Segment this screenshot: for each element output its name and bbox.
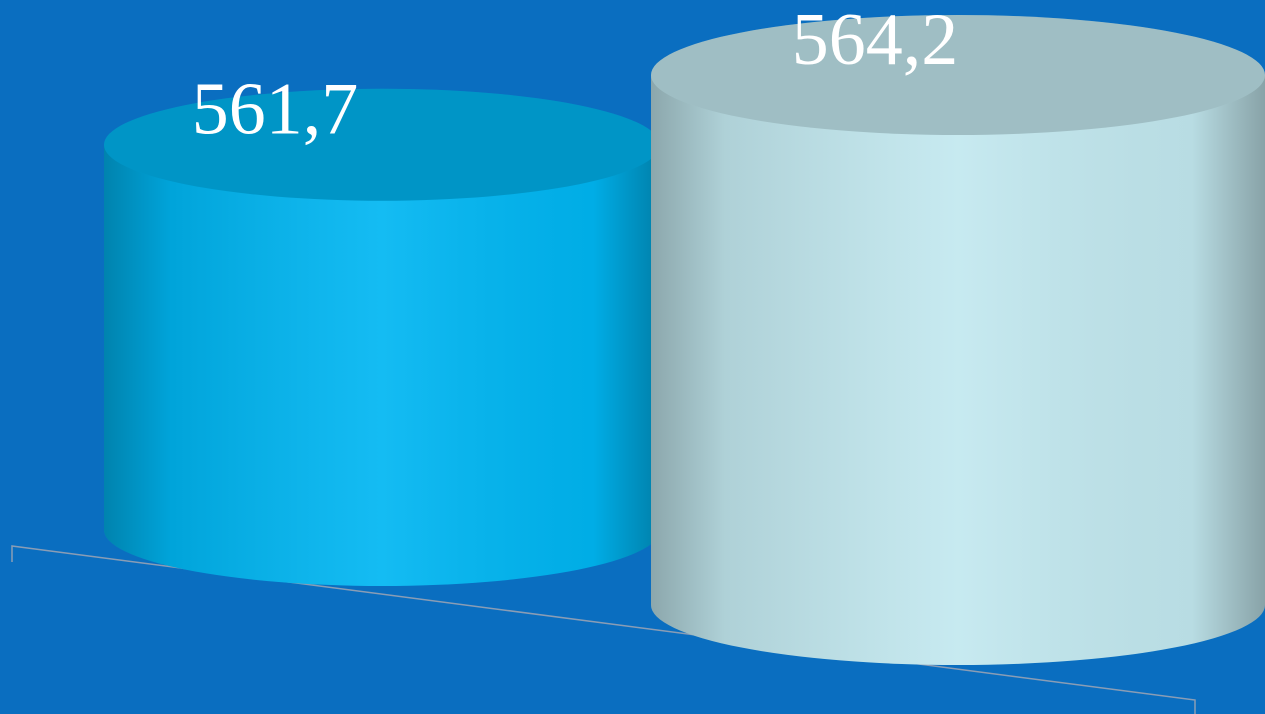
cylinder-top xyxy=(104,88,660,201)
cylinder xyxy=(104,88,660,586)
cylinder-top-shade xyxy=(651,15,1265,135)
data-label: 561,7 xyxy=(192,69,359,151)
cylinder-top xyxy=(651,15,1265,135)
cylinder-top-shade xyxy=(104,88,660,201)
cylinders xyxy=(104,15,1265,665)
cylinder-shade xyxy=(651,75,1265,665)
floor-line xyxy=(11,545,1196,714)
cylinder xyxy=(651,15,1265,665)
cylinder-shade xyxy=(104,144,660,586)
data-label: 564,2 xyxy=(792,0,959,81)
